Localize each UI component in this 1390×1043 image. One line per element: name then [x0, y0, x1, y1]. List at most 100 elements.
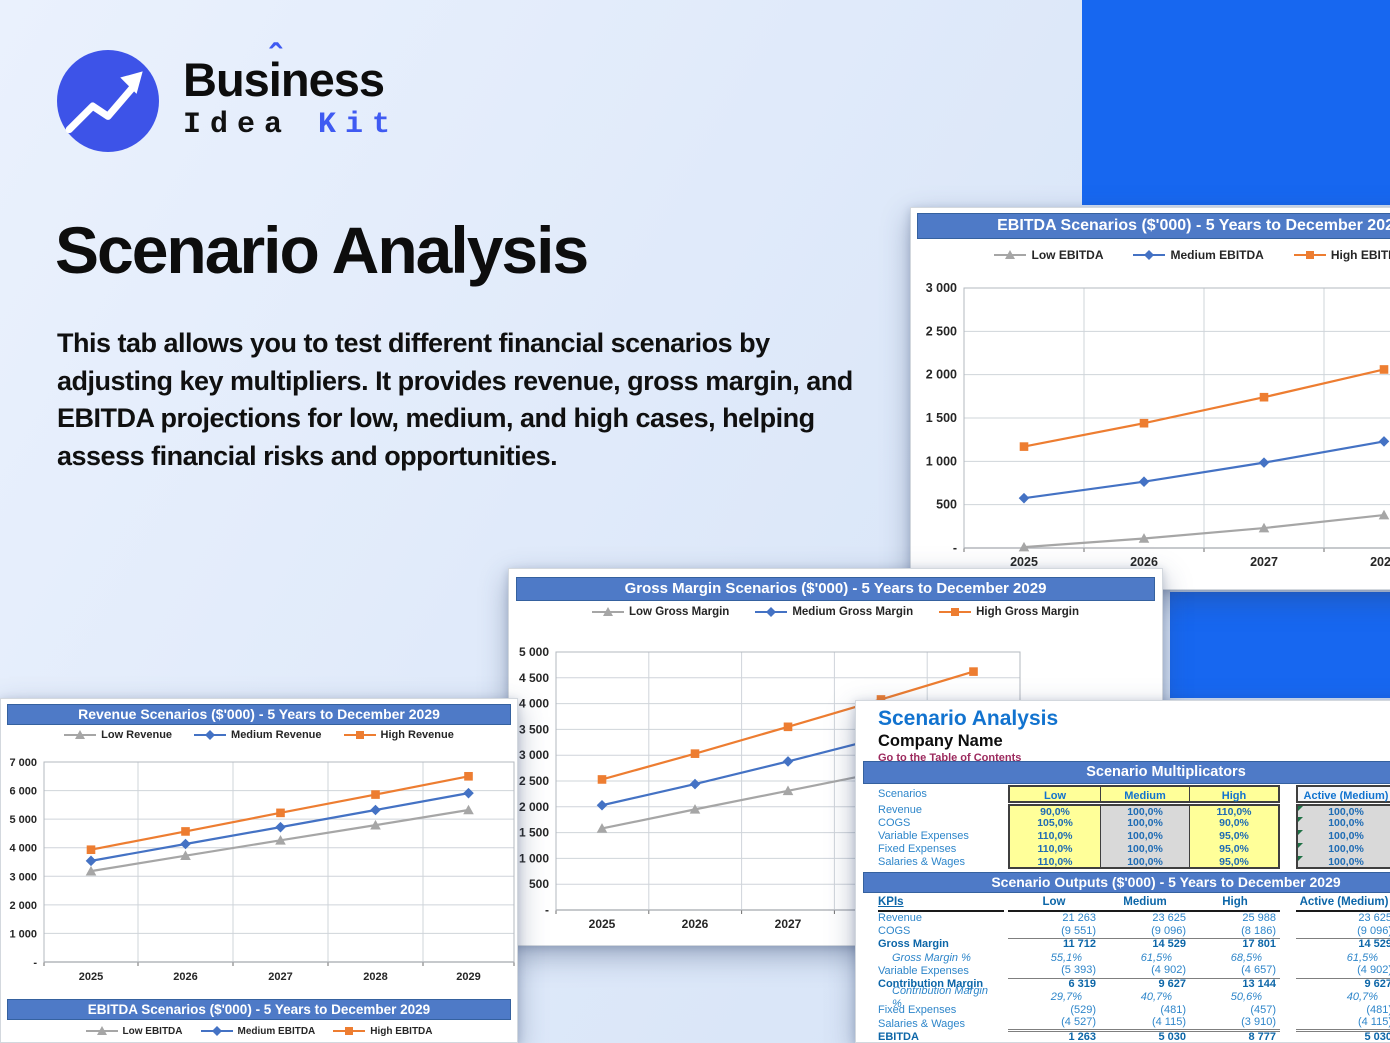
- output-row: COGS (9 551) (9 096) (8 186) (9 096): [878, 925, 1390, 939]
- data-point-marker: [1378, 436, 1390, 447]
- x-axis-tick-label: 2027: [1250, 555, 1278, 569]
- legend-item: Medium Gross Margin: [755, 606, 913, 618]
- data-point-marker: [1258, 457, 1270, 468]
- output-cell-low: 1 263: [1068, 1030, 1096, 1043]
- legend-marker-diamond: [200, 1026, 233, 1036]
- chart-title-bar: Revenue Scenarios ($'000) - 5 Years to D…: [7, 704, 511, 725]
- multiplier-cell-low[interactable]: 90,0%: [1010, 806, 1100, 818]
- output-row: Contribution Margin % 29,7% 40,7% 50,6% 40,7…: [878, 985, 1382, 1010]
- y-axis-tick-label: 6 000: [9, 786, 37, 798]
- output-cell-medium: 5 030: [1158, 1030, 1186, 1043]
- output-cell-low: 6 319: [1068, 978, 1096, 990]
- output-cells: (5 393) (4 902) (4 657): [1008, 964, 1280, 979]
- multiplier-cell-medium[interactable]: 100,0%: [1100, 830, 1189, 843]
- multiplier-cell-high[interactable]: 110,0%: [1189, 806, 1278, 818]
- data-point-marker: [275, 834, 286, 845]
- multiplier-cells: 90,0% 100,0% 110,0%: [1008, 804, 1280, 818]
- multiplier-cell-high[interactable]: 95,0%: [1189, 856, 1278, 868]
- multiplier-cell-high[interactable]: 95,0%: [1189, 843, 1278, 856]
- output-cell-medium: 14 529: [1152, 938, 1186, 951]
- data-point-marker: [371, 790, 380, 799]
- cell-note-corner: [1298, 817, 1303, 822]
- data-point-marker: [969, 667, 978, 676]
- data-point-marker: [1259, 392, 1269, 402]
- y-axis-tick-label: 2 000: [9, 900, 37, 912]
- output-cell-active: (4 115): [1296, 1016, 1390, 1033]
- cell-note-corner: [1298, 806, 1303, 811]
- x-axis-tick-label: 2025: [79, 971, 103, 983]
- data-point-marker: [85, 865, 97, 876]
- data-point-marker: [1379, 365, 1389, 374]
- y-axis-tick-label: 2 500: [519, 774, 549, 788]
- output-cells: 11 712 14 529 17 801: [1008, 938, 1280, 951]
- data-point-marker: [1138, 533, 1150, 543]
- multiplier-cell-medium[interactable]: 100,0%: [1100, 806, 1189, 818]
- legend-item: Medium EBITDA: [200, 1025, 316, 1037]
- row-label: Fixed Expenses: [878, 843, 957, 855]
- output-row: Gross Margin 11 712 14 529 17 801 14 529: [878, 938, 1390, 951]
- chart-legend: Low Revenue Medium Revenue High Revenue: [1, 729, 517, 741]
- multiplier-cell-low[interactable]: 105,0%: [1010, 817, 1100, 830]
- x-axis-tick-label: 2025: [1010, 555, 1038, 569]
- cell-note-corner: [1298, 856, 1303, 861]
- multiplier-cell-low[interactable]: 110,0%: [1010, 856, 1100, 868]
- x-axis-tick-label: 2028: [1370, 555, 1390, 569]
- x-axis-tick-label: 2027: [268, 971, 292, 983]
- legend-label: High EBITDA: [1330, 248, 1390, 262]
- output-cell-high: 8 777: [1248, 1030, 1276, 1043]
- legend-item: High EBITDA: [1293, 248, 1390, 262]
- chart-title-bar: Gross Margin Scenarios ($'000) - 5 Years…: [516, 577, 1155, 601]
- multiplier-cell-active[interactable]: 100,0%: [1296, 817, 1390, 830]
- data-point-marker: [1378, 509, 1390, 520]
- column-header-active: Active (Medium): [1296, 785, 1390, 803]
- row-label: Contribution Margin: [878, 978, 984, 990]
- cell-note-corner: [1298, 830, 1303, 835]
- multiplier-cell-medium[interactable]: 100,0%: [1100, 843, 1189, 856]
- output-cell-active: 61,5%: [1346, 951, 1378, 964]
- y-axis-tick-label: 3 000: [926, 281, 957, 295]
- multiplier-cell-active[interactable]: 100,0%: [1296, 804, 1390, 818]
- legend-marker-triangle: [64, 730, 97, 739]
- data-point-marker: [782, 756, 794, 767]
- legend-label: Medium Revenue: [231, 729, 322, 741]
- multiplier-cell-high[interactable]: 95,0%: [1189, 830, 1278, 843]
- output-cell-medium: 23 625: [1152, 912, 1186, 924]
- output-cells: 21 263 23 625 25 988: [1008, 912, 1280, 925]
- data-point-marker: [85, 855, 97, 867]
- data-point-marker: [276, 808, 285, 818]
- output-cell-low: 21 263: [1062, 912, 1096, 924]
- column-header-medium: Medium: [1100, 787, 1189, 802]
- data-point-marker: [464, 771, 473, 781]
- data-point-marker: [181, 827, 190, 836]
- output-cell-high: 68,5%: [1230, 951, 1262, 964]
- legend-label: Low EBITDA: [1031, 248, 1104, 262]
- output-cell-low: 29,7%: [1050, 991, 1082, 1004]
- multiplier-cell-low[interactable]: 110,0%: [1010, 843, 1100, 856]
- multiplier-cell-medium[interactable]: 100,0%: [1100, 856, 1189, 868]
- legend-item: Low Gross Margin: [592, 606, 729, 618]
- output-row: EBITDA 1 263 5 030 8 777 5 030: [878, 1031, 1390, 1043]
- x-axis-tick-label: 2028: [363, 971, 387, 983]
- decor-rect-top-right: [1082, 0, 1390, 205]
- multiplier-cell-medium[interactable]: 100,0%: [1100, 817, 1189, 830]
- multiplier-cell-active[interactable]: 100,0%: [1296, 843, 1390, 856]
- column-header-active: Active (Medium): [1296, 895, 1390, 912]
- y-axis-tick-label: 3 000: [519, 748, 549, 762]
- multiplier-cell-low[interactable]: 110,0%: [1010, 830, 1100, 843]
- chart-legend: Low EBITDA Medium EBITDA High EBITDA: [911, 248, 1390, 262]
- legend-label: Medium EBITDA: [237, 1025, 316, 1037]
- multiplier-cell-active[interactable]: 100,0%: [1296, 856, 1390, 869]
- multiplicator-row: Fixed Expenses 110,0% 100,0% 95,0% 100,0%: [878, 843, 1390, 856]
- multiplier-cell-high[interactable]: 90,0%: [1189, 817, 1278, 830]
- y-axis-tick-label: 2 000: [926, 368, 957, 382]
- output-row: Gross Margin % 55,1% 61,5% 68,5% 61,5%: [878, 952, 1382, 965]
- column-header-high: High: [1189, 787, 1278, 802]
- legend-label: Medium Gross Margin: [792, 606, 914, 618]
- y-axis-tick-label: 1 500: [926, 411, 957, 425]
- multiplier-cell-active[interactable]: 100,0%: [1296, 830, 1390, 843]
- output-cell-medium: (481): [1160, 1004, 1186, 1017]
- output-cell-active: (4 902): [1296, 964, 1390, 979]
- data-point-marker: [876, 695, 886, 704]
- output-row: Fixed Expenses (529) (481) (457) (481): [878, 1004, 1390, 1017]
- output-cell-medium: 40,7%: [1140, 991, 1172, 1004]
